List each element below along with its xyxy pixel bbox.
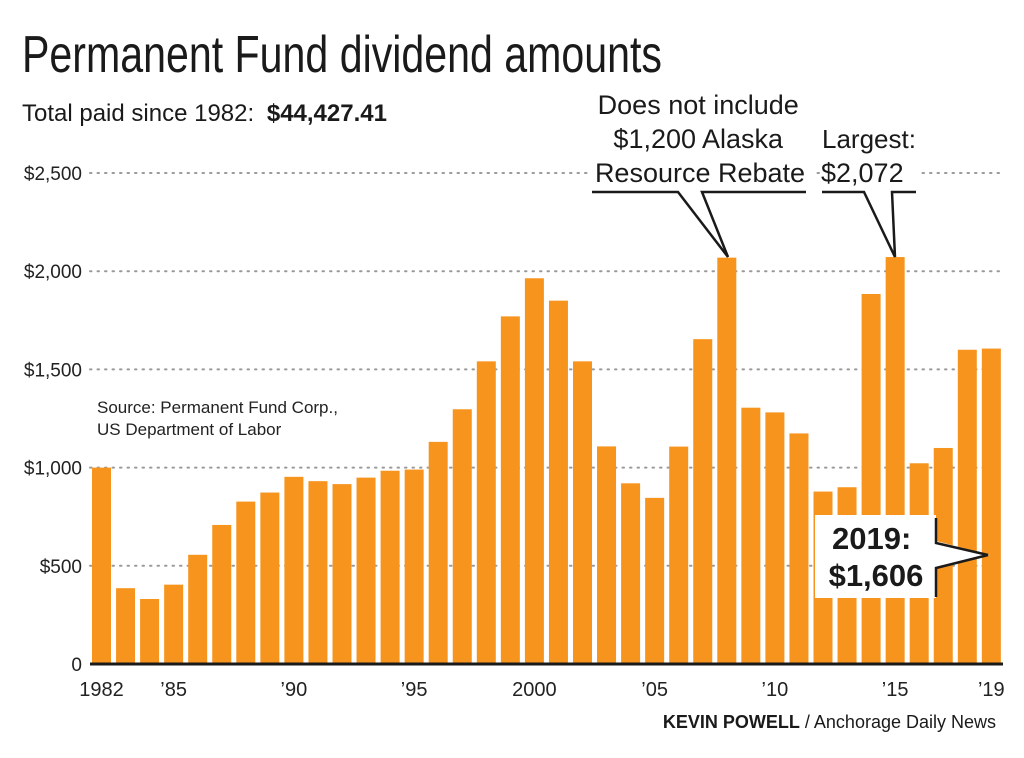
annotation-rebate: Does not include $1,200 Alaska Resource … xyxy=(590,84,814,258)
bar-1998 xyxy=(476,361,496,664)
x-tick-label: ’85 xyxy=(160,679,187,701)
x-tick-label: 2000 xyxy=(512,679,557,701)
bar-2006 xyxy=(669,446,689,664)
bar-1999 xyxy=(500,316,520,664)
rebate-line-3: Resource Rebate xyxy=(595,158,805,188)
bar-1995 xyxy=(404,469,424,664)
bar-1987 xyxy=(212,524,232,664)
bar-2001 xyxy=(548,300,568,664)
bar-1986 xyxy=(188,554,208,664)
rebate-line-1: Does not include xyxy=(598,90,799,120)
bar-2008 xyxy=(717,257,737,664)
credit: KEVIN POWELL / Anchorage Daily News xyxy=(663,712,996,732)
bar-1989 xyxy=(260,492,280,664)
bar-2010 xyxy=(765,412,785,664)
latest-line-1: 2019: xyxy=(832,521,911,556)
bar-1985 xyxy=(164,584,184,664)
x-tick-label: ’95 xyxy=(401,679,428,701)
bar-1991 xyxy=(308,481,328,664)
x-tick-label: ’15 xyxy=(882,679,909,701)
source-line-2: US Department of Labor xyxy=(97,420,282,439)
bar-1997 xyxy=(452,409,472,664)
bar-1982 xyxy=(92,467,111,664)
annotation-largest: Largest: $2,072 xyxy=(820,120,923,258)
subtitle-label: Total paid since 1982: xyxy=(22,100,254,127)
bar-1990 xyxy=(284,476,304,664)
y-tick-label: $2,500 xyxy=(24,164,82,185)
bar-2003 xyxy=(597,446,617,664)
y-tick-label: $1,500 xyxy=(24,360,82,381)
rebate-line-2: $1,200 Alaska xyxy=(613,124,784,154)
largest-line-1: Largest: xyxy=(822,124,916,154)
y-tick-label: $500 xyxy=(40,557,82,578)
y-tick-label: 0 xyxy=(71,655,82,676)
bar-2011 xyxy=(789,433,809,664)
x-tick-label: ’90 xyxy=(281,679,308,701)
largest-line-2: $2,072 xyxy=(821,158,904,188)
svg-text:Does not include $1,200: Does not include $1,200 Alaska Resource … xyxy=(595,90,806,188)
largest-pointer xyxy=(822,190,916,258)
bar-1988 xyxy=(236,501,256,664)
latest-pointer xyxy=(934,518,989,597)
latest-line-2: $1,606 xyxy=(829,558,924,593)
bar-2007 xyxy=(693,339,713,664)
rebate-pointer xyxy=(592,190,806,258)
chart-title: Permanent Fund dividend amounts xyxy=(22,26,662,84)
bar-1993 xyxy=(356,477,376,664)
bar-2019 xyxy=(981,348,1001,664)
svg-text:Largest: $2,072: Largest: $2,072 xyxy=(821,124,923,188)
y-tick-label: $1,000 xyxy=(24,459,82,480)
y-tick-label: $2,000 xyxy=(24,262,82,283)
svg-text:2019: $1,606: 2019: $1,606 xyxy=(829,521,924,593)
source-note: Source: Permanent Fund Corp., US Departm… xyxy=(97,398,343,439)
bar-1992 xyxy=(332,484,352,664)
bar-2014 xyxy=(861,293,881,664)
chart-subtitle: Total paid since 1982: $44,427.41 xyxy=(22,100,387,127)
x-tick-label: ’05 xyxy=(641,679,668,701)
x-tick-label: ’10 xyxy=(762,679,789,701)
bar-1984 xyxy=(140,598,160,664)
x-tick-label: ’19 xyxy=(978,679,1005,701)
bar-1983 xyxy=(116,588,136,664)
bar-2002 xyxy=(573,361,592,664)
bar-2004 xyxy=(621,483,641,664)
bar-2015 xyxy=(885,257,905,664)
x-tick-label: 1982 xyxy=(79,679,124,701)
bar-1996 xyxy=(428,441,448,664)
bar-2009 xyxy=(741,407,761,664)
subtitle-value: $44,427.41 xyxy=(267,100,387,127)
credit-outlet: / Anchorage Daily News xyxy=(800,712,996,732)
bar-2018 xyxy=(957,349,977,664)
credit-author: KEVIN POWELL xyxy=(663,712,800,732)
bar-1994 xyxy=(380,470,400,664)
source-line-1: Source: Permanent Fund Corp., xyxy=(97,398,338,417)
annotation-latest: 2019: $1,606 xyxy=(815,515,990,598)
bar-2005 xyxy=(645,497,665,664)
bar-2000 xyxy=(524,278,544,664)
